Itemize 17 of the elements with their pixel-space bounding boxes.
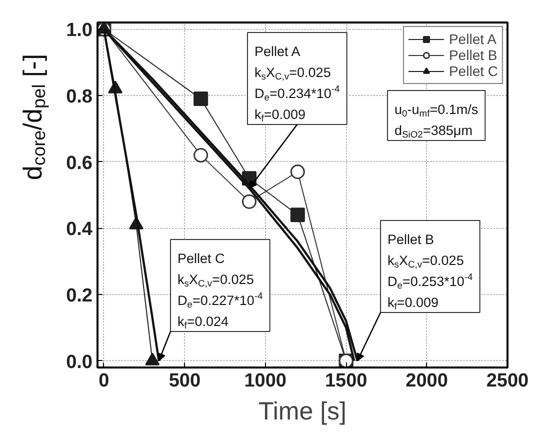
y-tick-label: 0.2 [66,286,93,307]
x-tick-label: 2000 [406,370,448,392]
y-tick-label: 0.8 [66,86,93,108]
x-tick-label: 1000 [244,370,287,392]
y-tick-label: 1.0 [66,20,93,42]
legend-label: Pellet A [448,31,496,47]
y-tick-label: 0.6 [66,152,93,174]
x-tick-label: 1500 [324,370,368,392]
x-tick-label: 0 [98,370,110,392]
y-tick-label: 0.4 [66,219,93,240]
x-tick-label: 2500 [486,370,529,392]
legend-label: Pellet C [448,63,498,79]
y-tick-label: 0.0 [66,352,93,373]
y-axis-title: dcore/dpel [-] [18,54,49,180]
x-axis-title: Time [s] [258,398,346,426]
x-tick-label: 500 [168,370,201,392]
legend-label: Pellet B [448,47,498,63]
